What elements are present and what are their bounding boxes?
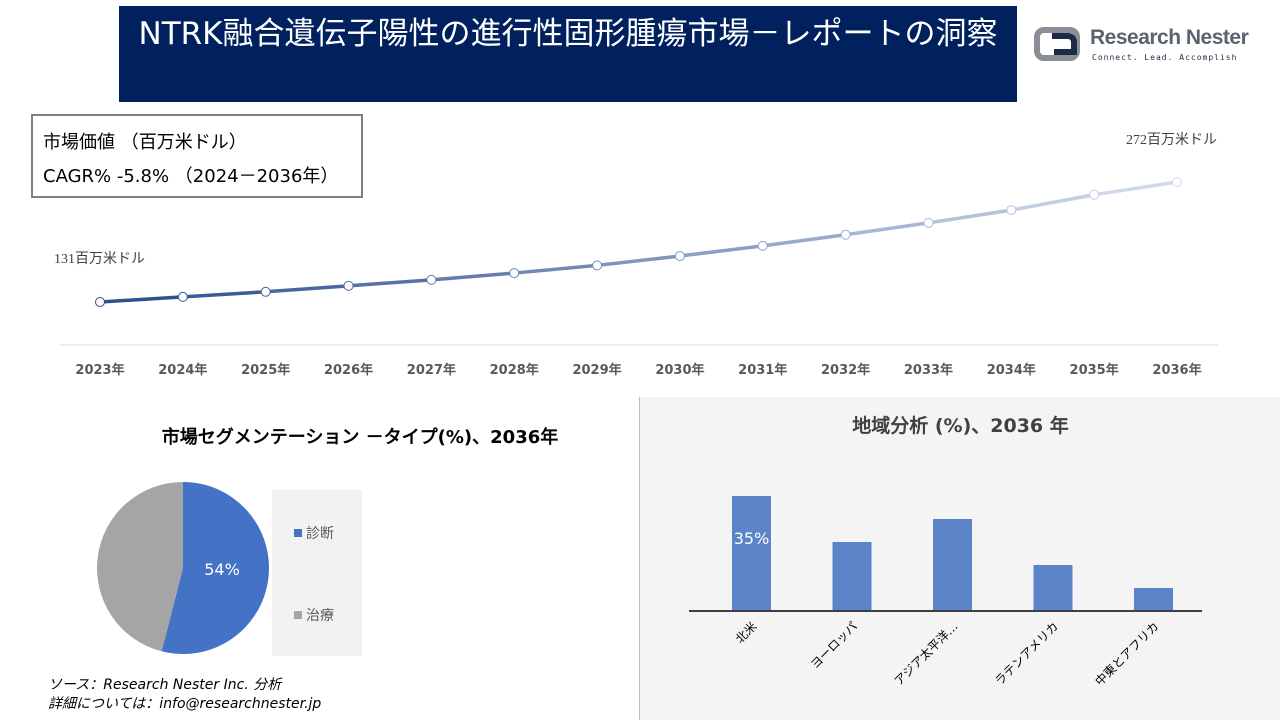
x-tick-label: 2032年 xyxy=(821,362,870,378)
data-point xyxy=(509,268,520,279)
logo-icon xyxy=(1034,27,1080,61)
pie-data-label: 54% xyxy=(204,560,240,579)
line-segment xyxy=(99,295,183,304)
pie-legend: 診断 治療 xyxy=(272,490,362,656)
bar-chart: 北米 ヨーロッパ アジア太平洋… ラテンアメリカ 中東とアフリカ 35% xyxy=(689,496,1202,689)
data-label-first: 131百万米ドル xyxy=(54,251,145,267)
x-tick-label: 2023年 xyxy=(75,362,124,378)
x-tick-label: 2024年 xyxy=(158,362,207,378)
data-point xyxy=(95,297,105,307)
bar xyxy=(933,519,972,611)
x-tick-label: 2031年 xyxy=(738,362,787,378)
data-point xyxy=(1006,205,1017,216)
pie-chart: 54% xyxy=(97,482,269,654)
pie-slice xyxy=(97,482,183,652)
regional-analysis-panel: 地域分析 (%)、2036 年 北米 ヨーロッパ アジア太平洋… ラテンアメリカ 中東と… xyxy=(639,397,1280,720)
line-segment xyxy=(762,233,846,248)
x-tick-label: 北米 xyxy=(733,619,760,646)
line-segment xyxy=(182,290,266,299)
x-tick-label: ヨーロッパ xyxy=(808,619,860,671)
data-point xyxy=(343,280,354,291)
market-info-box: 市場価値 （百万米ドル） CAGR% -5.8% （2024－2036年） xyxy=(31,114,363,198)
x-tick-label: 2035年 xyxy=(1070,362,1119,378)
line-segment xyxy=(679,244,763,258)
data-point xyxy=(177,291,188,302)
logo-name: Research Nester xyxy=(1090,26,1249,49)
page-title: NTRK融合遺伝子陽性の進行性固形腫瘍市場－レポートの洞察 xyxy=(119,6,1017,102)
bar xyxy=(1033,565,1073,611)
data-point xyxy=(840,229,851,240)
line-segment xyxy=(348,278,432,288)
x-tick-label: 2027年 xyxy=(407,362,456,378)
data-point xyxy=(1172,177,1182,187)
x-tick-label: 2034年 xyxy=(987,362,1036,378)
line-segment xyxy=(1010,193,1095,212)
logo-tagline: Connect. Lead. Accomplish xyxy=(1092,53,1238,62)
x-tick-label: 2033年 xyxy=(904,362,953,378)
pie-slice xyxy=(161,482,269,654)
x-tick-label: 中東とアフリカ xyxy=(1092,619,1162,689)
bar xyxy=(1134,588,1173,611)
line-segment xyxy=(514,263,598,275)
line-segment xyxy=(596,254,681,268)
data-point xyxy=(674,251,685,262)
pie-chart-title: 市場セグメンテーション －タイプ(%)、2036年 xyxy=(161,427,559,448)
legend-swatch xyxy=(294,529,302,537)
x-tick-label: 2028年 xyxy=(490,362,539,378)
data-label-last: 272百万米ドル xyxy=(1126,132,1217,148)
x-tick-label: 2025年 xyxy=(241,362,290,378)
data-point xyxy=(426,274,437,285)
x-tick-label: 2030年 xyxy=(655,362,704,378)
line-segment xyxy=(928,208,1012,225)
legend-label: 治療 xyxy=(306,608,334,624)
data-point xyxy=(757,240,768,251)
contact-text: 詳細については：info@researchnester.jp xyxy=(48,696,322,712)
source-note: ソース：Research Nester Inc. 分析 詳細については：info… xyxy=(48,676,321,714)
data-point xyxy=(923,217,934,228)
market-value-label: 市場価値 （百万米ドル） xyxy=(43,132,247,153)
legend-item-diagnosis: 診断 xyxy=(294,523,334,543)
cagr-label: CAGR% -5.8% （2024－2036年） xyxy=(43,166,339,187)
legend-swatch xyxy=(294,611,302,619)
x-tick-label: アジア太平洋… xyxy=(891,619,961,689)
x-tick-label: 2029年 xyxy=(572,362,621,378)
line-segment xyxy=(845,221,929,237)
line-segment xyxy=(265,284,349,294)
x-tick-label: ラテンアメリカ xyxy=(992,619,1061,688)
line-segment xyxy=(431,271,515,282)
data-point xyxy=(1089,189,1100,200)
legend-item-treatment: 治療 xyxy=(294,605,334,625)
bar xyxy=(732,496,771,611)
x-tick-label: 2036年 xyxy=(1152,362,1201,378)
x-tick-label: 2026年 xyxy=(324,362,373,378)
bar xyxy=(832,542,872,611)
data-point xyxy=(260,286,271,297)
bar-data-label: 35% xyxy=(734,529,770,548)
line-segment xyxy=(1093,180,1178,197)
line-chart: 2023年 2024年 2025年 2026年 2027年 2028年 2029年 2030年… xyxy=(54,132,1218,378)
legend-label: 診断 xyxy=(306,526,334,542)
logo: Research Nester Connect. Lead. Accomplis… xyxy=(1034,26,1254,66)
bar-chart-title: 地域分析 (%)、2036 年 xyxy=(852,415,1069,437)
source-text: ソース：Research Nester Inc. 分析 xyxy=(48,677,282,693)
data-point xyxy=(592,260,603,271)
